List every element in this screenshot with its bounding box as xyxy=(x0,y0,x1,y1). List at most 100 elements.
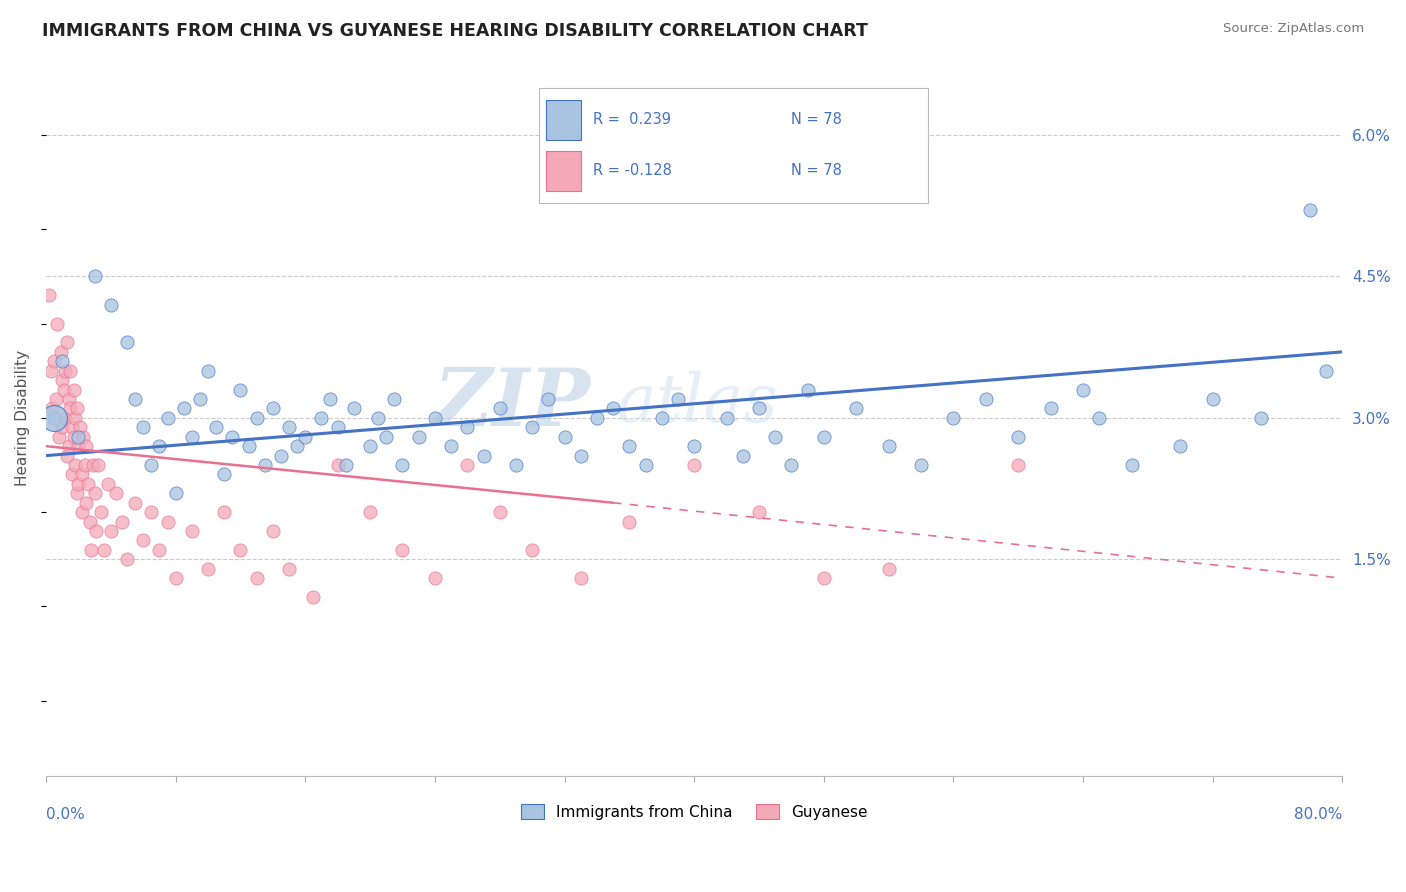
Point xyxy=(87,458,110,472)
Point xyxy=(359,439,381,453)
Point xyxy=(51,420,73,434)
Point xyxy=(813,571,835,585)
Point xyxy=(63,458,86,472)
Text: atlas: atlas xyxy=(616,371,778,436)
Point xyxy=(63,410,86,425)
Point xyxy=(212,505,235,519)
Point xyxy=(221,430,243,444)
Point xyxy=(1202,392,1225,406)
Point xyxy=(343,401,366,416)
Point xyxy=(67,430,90,444)
Point xyxy=(66,486,89,500)
Point xyxy=(115,552,138,566)
Point xyxy=(197,364,219,378)
Point xyxy=(52,383,75,397)
Point xyxy=(391,458,413,472)
Point xyxy=(408,430,430,444)
Point xyxy=(39,364,62,378)
Point xyxy=(1121,458,1143,472)
Point xyxy=(763,430,786,444)
Point xyxy=(84,524,107,538)
Point xyxy=(59,401,82,416)
Point xyxy=(262,401,284,416)
Point xyxy=(1170,439,1192,453)
Point xyxy=(877,562,900,576)
Point xyxy=(148,542,170,557)
Point xyxy=(156,515,179,529)
Point xyxy=(1071,383,1094,397)
Point xyxy=(58,392,80,406)
Point xyxy=(877,439,900,453)
Point xyxy=(93,542,115,557)
Text: Source: ZipAtlas.com: Source: ZipAtlas.com xyxy=(1223,22,1364,36)
Point xyxy=(666,392,689,406)
Point xyxy=(51,354,73,368)
Point xyxy=(285,439,308,453)
Point xyxy=(72,430,94,444)
Point xyxy=(748,505,770,519)
Point xyxy=(569,571,592,585)
Point xyxy=(59,364,82,378)
Point xyxy=(634,458,657,472)
Point xyxy=(375,430,398,444)
Point xyxy=(326,420,349,434)
Point xyxy=(845,401,868,416)
Point xyxy=(246,410,269,425)
Point xyxy=(311,410,333,425)
Point xyxy=(212,467,235,482)
Point xyxy=(294,430,316,444)
Point xyxy=(79,515,101,529)
Point xyxy=(60,467,83,482)
Point xyxy=(278,420,301,434)
Point xyxy=(42,354,65,368)
Point xyxy=(326,458,349,472)
Point xyxy=(270,449,292,463)
Point xyxy=(318,392,340,406)
Point xyxy=(456,420,478,434)
Point xyxy=(602,401,624,416)
Point xyxy=(69,420,91,434)
Point xyxy=(1007,458,1029,472)
Point xyxy=(1039,401,1062,416)
Point xyxy=(73,458,96,472)
Point xyxy=(100,524,122,538)
Point xyxy=(38,288,60,302)
Point xyxy=(586,410,609,425)
Point xyxy=(70,467,93,482)
Point xyxy=(42,410,65,425)
Point xyxy=(716,410,738,425)
Point xyxy=(180,430,202,444)
Point xyxy=(67,476,90,491)
Point xyxy=(1007,430,1029,444)
Point xyxy=(974,392,997,406)
Point xyxy=(60,420,83,434)
Point xyxy=(148,439,170,453)
Point xyxy=(51,373,73,387)
Point xyxy=(520,542,543,557)
Point xyxy=(229,542,252,557)
Point xyxy=(619,515,641,529)
Point xyxy=(748,401,770,416)
Point xyxy=(55,364,77,378)
Text: IMMIGRANTS FROM CHINA VS GUYANESE HEARING DISABILITY CORRELATION CHART: IMMIGRANTS FROM CHINA VS GUYANESE HEARIN… xyxy=(42,22,868,40)
Point xyxy=(440,439,463,453)
Point xyxy=(384,392,406,406)
Point xyxy=(197,562,219,576)
Point xyxy=(141,458,163,472)
Point xyxy=(683,439,706,453)
Point xyxy=(180,524,202,538)
Text: 80.0%: 80.0% xyxy=(1294,807,1343,822)
Text: 0.0%: 0.0% xyxy=(46,807,84,822)
Point xyxy=(910,458,932,472)
Point xyxy=(66,401,89,416)
Point xyxy=(49,344,72,359)
Point xyxy=(70,505,93,519)
Point xyxy=(246,571,269,585)
Point xyxy=(156,410,179,425)
Point xyxy=(537,392,560,406)
Point xyxy=(520,420,543,434)
Text: ZIP: ZIP xyxy=(433,365,591,442)
Point xyxy=(278,562,301,576)
Point xyxy=(90,505,112,519)
Point xyxy=(391,542,413,557)
